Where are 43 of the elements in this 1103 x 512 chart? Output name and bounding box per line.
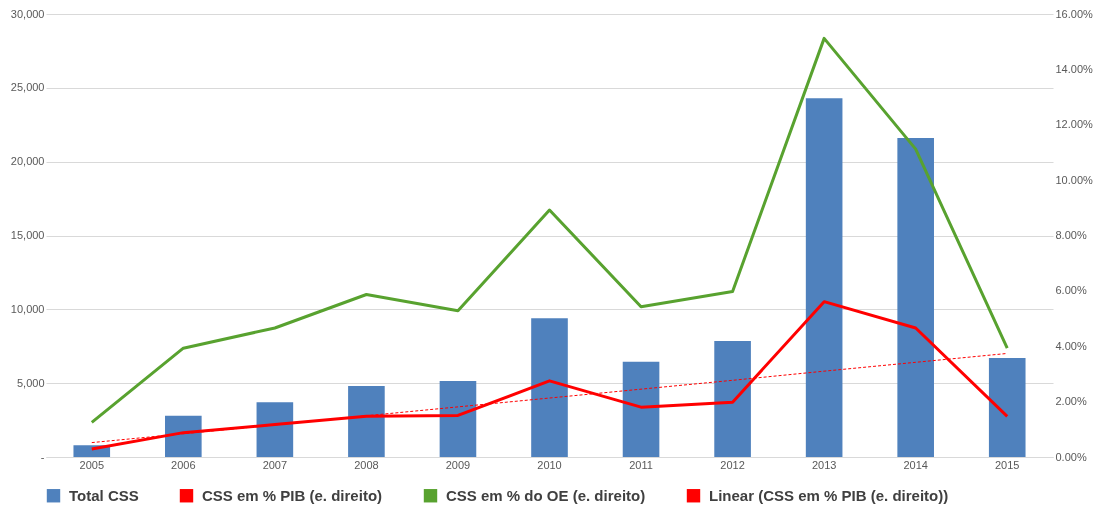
x-tick-label: 2006 (171, 458, 196, 471)
x-tick-label: 2012 (720, 458, 745, 471)
y2-tick-label: 4.00% (1055, 339, 1087, 352)
bar (897, 138, 934, 457)
x-tick-label: 2007 (262, 458, 288, 471)
bar (348, 386, 385, 457)
y-tick-label: - (40, 450, 45, 463)
x-tick-label: 2009 (445, 458, 471, 471)
bar (622, 361, 660, 457)
y-tick-label: 5,000 (16, 376, 45, 389)
y2-tick-label: 8.00% (1055, 229, 1087, 241)
bar (256, 402, 294, 457)
line-series (90, 300, 1009, 451)
y-tick-label: 10,000 (10, 302, 45, 315)
y2-tick-label: 14.00% (1055, 62, 1094, 75)
x-tick-label: 2014 (903, 458, 928, 471)
y2-tick-label: 2.00% (1055, 395, 1087, 408)
bar (988, 358, 1026, 457)
x-tick-label: 2013 (811, 458, 837, 471)
y2-tick-label: 6.00% (1055, 284, 1087, 297)
y2-tick-label: 12.00% (1055, 118, 1094, 131)
x-tick-label: 2010 (537, 458, 562, 471)
y-tick-label: 15,000 (10, 229, 45, 241)
legend-label: CSS em % PIB (e. direito) (202, 486, 383, 504)
legend-label: Total CSS (69, 486, 139, 504)
y-tick-label: 25,000 (10, 81, 45, 94)
bar (165, 415, 202, 457)
x-tick-label: 2011 (629, 458, 653, 471)
line-series (90, 36, 1009, 424)
y2-tick-label: 10.00% (1055, 173, 1094, 186)
x-tick-label: 2015 (994, 458, 1020, 471)
legend-label: Linear (CSS em % PIB (e. direito)) (709, 486, 949, 504)
bar (439, 380, 477, 457)
x-tick-label: 2005 (79, 458, 105, 471)
bar (805, 98, 843, 457)
y-tick-label: 30,000 (10, 7, 45, 20)
bar (531, 318, 568, 457)
y2-tick-label: 16.00% (1055, 7, 1094, 20)
x-tick-label: 2008 (354, 458, 379, 471)
bar (714, 341, 751, 457)
y-tick-label: 20,000 (10, 155, 45, 168)
y2-tick-label: 0.00% (1055, 450, 1087, 463)
legend-label: CSS em % do OE (e. direito) (446, 486, 646, 504)
